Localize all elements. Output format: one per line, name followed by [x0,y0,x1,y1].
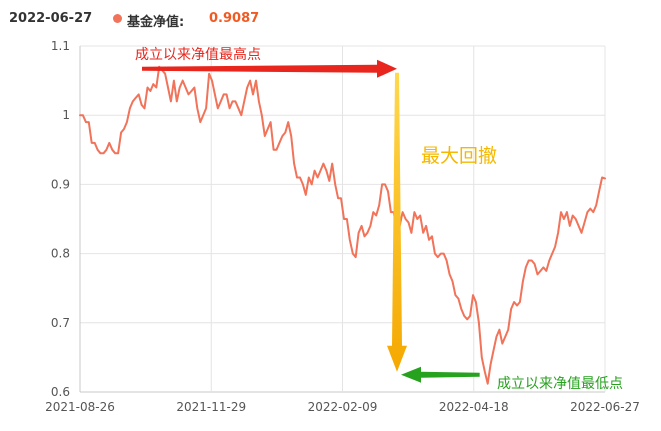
trough-label: 成立以来净值最低点 [497,376,623,392]
y-tick-label: 0.7 [51,316,70,330]
x-tick-label: 2022-02-09 [308,400,378,414]
x-tick-label: 2021-11-29 [176,400,246,414]
y-tick-label: 1.1 [51,39,70,53]
trough-arrow [401,366,480,383]
header-date: 2022-06-27 [9,11,93,26]
x-tick-label: 2021-08-26 [45,400,115,414]
y-tick-label: 1 [62,108,70,122]
peak-arrow [142,59,397,78]
y-tick-label: 0.8 [51,247,70,261]
y-tick-label: 0.6 [51,385,70,399]
peak-label: 成立以来净值最高点 [135,46,261,63]
legend-dot-icon [113,14,122,23]
drawdown-arrow [387,72,407,372]
x-tick-label: 2022-06-27 [570,400,640,414]
header-nav-value: 0.9087 [209,11,260,26]
legend-label: 基金净值: [127,15,185,30]
y-tick-label: 0.9 [51,177,70,191]
chart-header: 2022-06-27 基金净值: 0.9087 [0,0,661,36]
drawdown-label: 最大回撤 [421,145,497,167]
nav-series-line [79,65,606,385]
x-tick-label: 2022-04-18 [439,400,509,414]
